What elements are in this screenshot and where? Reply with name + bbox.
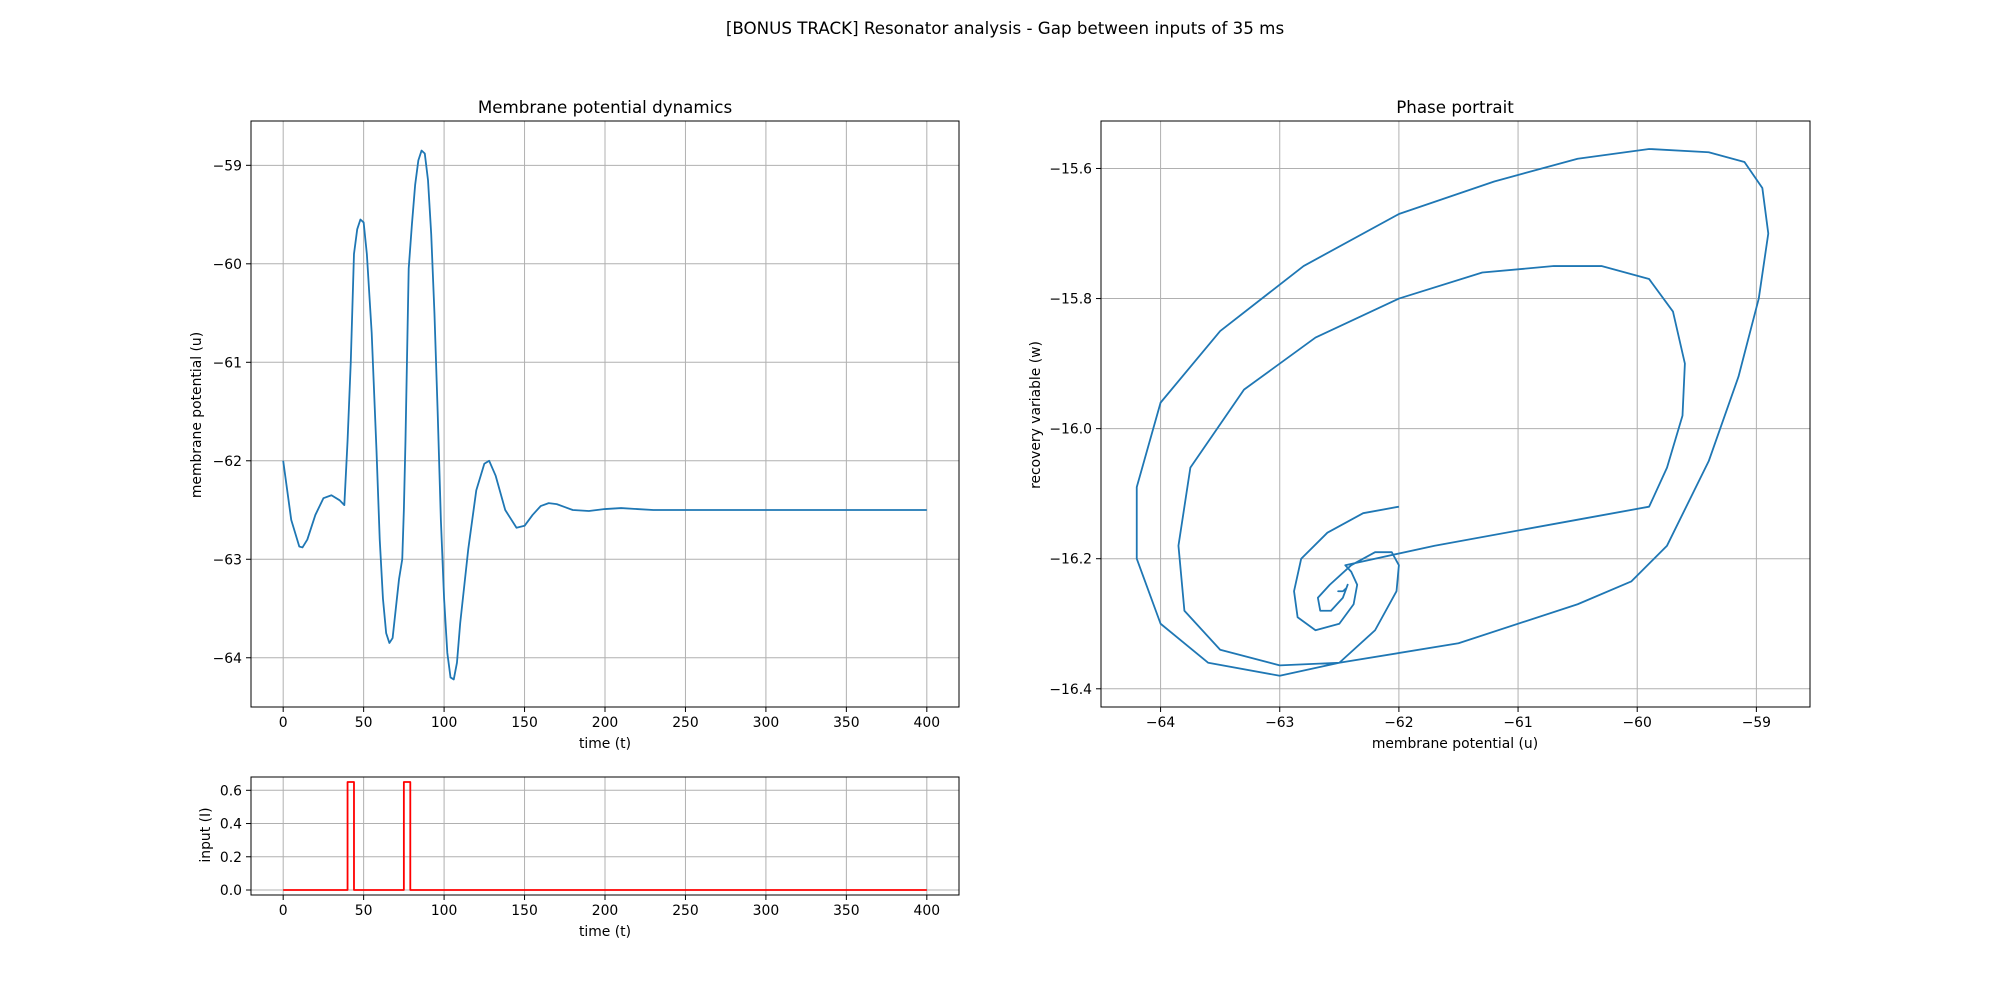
input-ytick-label: 0.4 bbox=[220, 817, 242, 833]
membrane-ytick-label: −60 bbox=[213, 257, 242, 273]
input-xtick-label: 0 bbox=[279, 903, 288, 919]
membrane-xtick-label: 250 bbox=[672, 715, 699, 731]
membrane-ytick-label: −59 bbox=[213, 158, 242, 174]
membrane-ytick-label: −64 bbox=[213, 651, 242, 667]
input-xtick-label: 250 bbox=[672, 903, 699, 919]
input-ytick-label: 0.6 bbox=[220, 783, 242, 799]
phase-ytick-label: −16.0 bbox=[1049, 422, 1092, 438]
input-ytick-label: 0.2 bbox=[220, 850, 242, 866]
input-series-line bbox=[283, 781, 927, 891]
phase-xtick-label: −59 bbox=[1742, 715, 1771, 731]
figure-title: [BONUS TRACK] Resonator analysis - Gap b… bbox=[726, 18, 1284, 38]
input-xtick-label: 200 bbox=[592, 903, 619, 919]
membrane-plot-title: Membrane potential dynamics bbox=[478, 97, 732, 117]
input-xtick-label: 300 bbox=[753, 903, 780, 919]
phase-xtick-label: −63 bbox=[1265, 715, 1294, 731]
membrane-xtick-label: 400 bbox=[914, 715, 941, 731]
membrane-xtick-label: 300 bbox=[753, 715, 780, 731]
membrane-ytick-label: −62 bbox=[213, 454, 242, 470]
membrane-ytick-label: −63 bbox=[213, 552, 242, 568]
membrane-xtick-label: 0 bbox=[279, 715, 288, 731]
input-plot: time (t) input (I) 0 50 100 150 200 250 300 350… bbox=[198, 776, 960, 940]
membrane-series-line bbox=[282, 149, 927, 681]
input-xtick-label: 100 bbox=[431, 903, 458, 919]
phase-plot-ylabel: recovery variable (w) bbox=[1028, 341, 1044, 489]
membrane-xtick-label: 100 bbox=[431, 715, 458, 731]
input-plot-ylabel: input (I) bbox=[198, 807, 214, 862]
phase-xtick-label: −60 bbox=[1623, 715, 1652, 731]
phase-plot-xlabel: membrane potential (u) bbox=[1372, 736, 1538, 752]
phase-xtick-label: −61 bbox=[1503, 715, 1532, 731]
membrane-xtick-label: 150 bbox=[511, 715, 538, 731]
input-xtick-label: 150 bbox=[511, 903, 538, 919]
membrane-grid bbox=[251, 121, 959, 707]
phase-xtick-label: −64 bbox=[1146, 715, 1175, 731]
phase-ytick-label: −15.6 bbox=[1049, 161, 1092, 177]
membrane-xtick-label: 50 bbox=[355, 715, 373, 731]
membrane-ytick-label: −61 bbox=[213, 355, 242, 371]
phase-ytick-label: −16.4 bbox=[1049, 682, 1092, 698]
membrane-plot-xlabel: time (t) bbox=[579, 736, 631, 752]
phase-plot-title: Phase portrait bbox=[1396, 97, 1514, 117]
phase-axes-frame bbox=[1100, 120, 1811, 708]
phase-xtick-label: −62 bbox=[1384, 715, 1413, 731]
membrane-xtick-label: 350 bbox=[833, 715, 860, 731]
phase-ytick-label: −15.8 bbox=[1049, 292, 1092, 308]
phase-ytick-label: −16.2 bbox=[1049, 552, 1092, 568]
phase-series-line bbox=[1135, 148, 1770, 677]
phase-portrait-plot: Phase portrait membrane potential (u) re… bbox=[1028, 97, 1811, 752]
input-xtick-label: 350 bbox=[833, 903, 860, 919]
membrane-plot: Membrane potential dynamics time (t) mem… bbox=[189, 97, 960, 752]
phase-grid bbox=[1101, 121, 1810, 707]
membrane-plot-ylabel: membrane potential (u) bbox=[189, 332, 205, 498]
membrane-xtick-label: 200 bbox=[592, 715, 619, 731]
input-xtick-label: 400 bbox=[914, 903, 941, 919]
input-xtick-label: 50 bbox=[355, 903, 373, 919]
input-ytick-label: 0.0 bbox=[220, 883, 242, 899]
input-plot-xlabel: time (t) bbox=[579, 924, 631, 940]
